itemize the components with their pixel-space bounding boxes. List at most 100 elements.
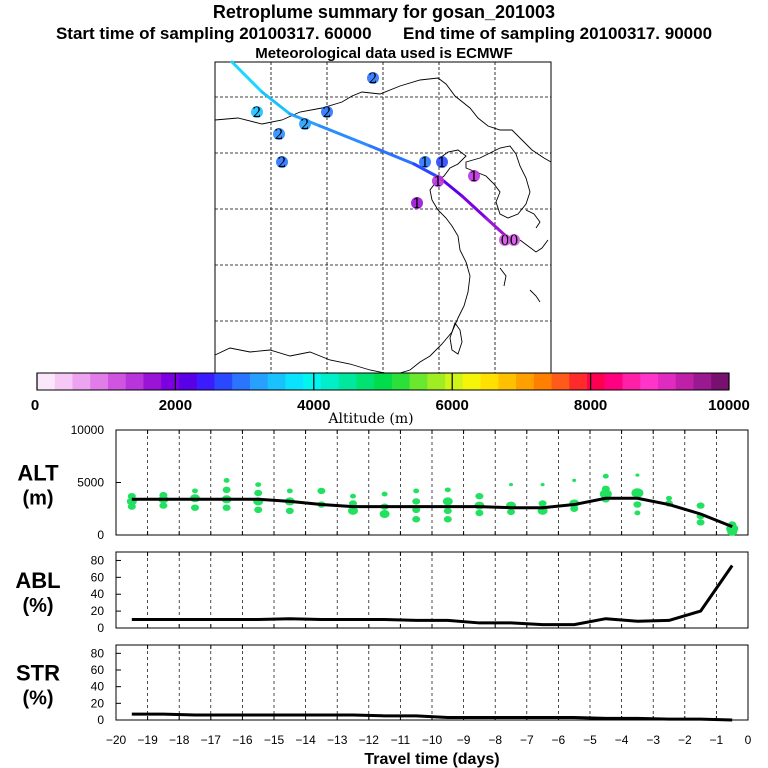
panel-str: 0 20 40 60 80 STR(%)	[16, 644, 749, 727]
colorbar-swatch	[711, 373, 730, 390]
colorbar-swatch	[480, 373, 499, 390]
scatter-point	[127, 503, 136, 510]
scatter-point	[602, 473, 609, 479]
start-time-label: Start time of sampling 20100317. 60000	[55, 24, 372, 43]
x-tick-label: −18	[169, 733, 190, 747]
trajectory-day-number: 2	[275, 127, 284, 143]
trajectory-day-number: 2	[301, 117, 310, 133]
colorbar-swatch	[178, 373, 198, 390]
colorbar-swatch	[125, 373, 144, 390]
scatter-point	[538, 500, 547, 507]
scatter-point	[696, 519, 705, 526]
y-axis-label: STR	[16, 661, 60, 686]
colorbar-swatch	[374, 373, 393, 390]
sampling-times: Start time of sampling 20100317. 60000 E…	[0, 24, 768, 44]
scatter-point	[159, 502, 168, 509]
colorbar-swatch	[107, 373, 127, 390]
colorbar-swatch	[516, 373, 535, 390]
trajectory-day-number: 2	[369, 71, 378, 87]
colorbar-swatch	[462, 373, 482, 390]
trajectory-segment	[230, 60, 264, 94]
scatter-point	[192, 488, 198, 494]
colorbar-swatch	[533, 373, 553, 390]
y-tick-label: 80	[91, 646, 105, 660]
x-tick-label: −5	[583, 733, 597, 747]
colorbar-swatch	[267, 373, 286, 390]
x-tick-label: −19	[137, 733, 158, 747]
scatter-point	[442, 497, 453, 506]
colorbar-swatch	[693, 373, 712, 390]
colorbar-tick-label: 4000	[297, 397, 330, 414]
colorbar-swatch	[445, 373, 464, 390]
colorbar-swatch	[409, 373, 428, 390]
series-line	[131, 496, 733, 528]
y-tick-label: 40	[91, 587, 105, 601]
scatter-point	[348, 506, 358, 515]
scatter-point	[634, 510, 641, 516]
colorbar-swatch	[285, 373, 304, 390]
x-tick-label: −14	[295, 733, 316, 747]
x-tick-label: −13	[327, 733, 348, 747]
trajectory-day-number: 2	[278, 155, 287, 171]
colorbar-tick-label: 10000	[708, 397, 750, 414]
trajectory-day-number: 2	[323, 105, 332, 121]
trajectory-marker	[251, 106, 263, 118]
scatter-point	[286, 488, 293, 494]
scatter-point	[475, 509, 484, 517]
colorbar-swatch	[37, 373, 56, 390]
x-tick-label: −16	[232, 733, 253, 747]
x-tick-label: −6	[552, 733, 566, 747]
scatter-point	[254, 506, 263, 513]
trajectory-day-number: 0	[510, 233, 519, 249]
colorbar-swatch	[391, 373, 411, 390]
trajectory-marker	[419, 156, 431, 168]
scatter-point	[191, 504, 199, 511]
trajectory-segment	[318, 124, 372, 148]
colorbar-swatch	[143, 373, 162, 390]
trajectory-day-number: 1	[470, 169, 479, 185]
x-tick-label: −3	[646, 733, 660, 747]
trajectory-marker	[508, 234, 520, 246]
scatter-point	[223, 478, 230, 483]
colorbar-swatch	[72, 373, 91, 390]
colorbar-tick-label: 0	[31, 397, 39, 414]
series-line	[131, 564, 734, 627]
colorbar-swatch	[214, 373, 233, 390]
x-tick-label: −11	[391, 733, 411, 747]
scatter-point	[412, 506, 421, 513]
trajectory-segment	[368, 144, 416, 166]
colorbar-swatch	[498, 373, 517, 390]
scatter-point	[443, 516, 452, 523]
x-tick-label: −12	[359, 733, 380, 747]
trajectory-marker	[468, 170, 480, 182]
trajectory-marker	[432, 175, 444, 187]
y-tick-label: 0	[97, 528, 104, 542]
colorbar-swatch	[161, 373, 180, 390]
met-data-label: Meteorological data used is ECMWF	[255, 45, 513, 62]
scatter-point	[413, 488, 420, 494]
colorbar-swatch	[569, 373, 588, 390]
colorbar-swatch	[54, 373, 73, 390]
colorbar-swatch	[675, 373, 695, 390]
y-axis-unit: (%)	[22, 688, 53, 710]
scatter-point	[635, 473, 640, 477]
trajectory-day-number: 2	[253, 105, 262, 121]
end-time-label: End time of sampling 20100317. 90000	[403, 24, 713, 43]
scatter-point	[572, 478, 577, 482]
y-axis-label: ABL	[15, 568, 60, 593]
trajectory-marker	[367, 72, 379, 84]
scatter-point	[540, 483, 545, 487]
scatter-point	[255, 482, 262, 487]
x-tick-label: −2	[678, 733, 692, 747]
altitude-colorbar: 0 2000 4000 6000 8000 10000 Altitude (m)	[31, 372, 750, 427]
colorbar-swatch	[249, 373, 269, 390]
colorbar-swatch	[320, 373, 340, 390]
trajectory-marker	[299, 118, 311, 130]
scatter-point	[475, 492, 484, 500]
trajectory-segment	[260, 90, 292, 116]
colorbar-swatch	[232, 373, 251, 390]
colorbar-swatch	[622, 373, 641, 390]
y-axis-unit: (m)	[22, 488, 53, 510]
